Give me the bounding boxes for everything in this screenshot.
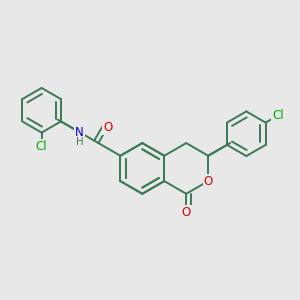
Text: O: O (182, 206, 191, 218)
Text: O: O (103, 121, 112, 134)
Text: O: O (204, 175, 213, 188)
Text: N: N (75, 126, 84, 139)
Text: Cl: Cl (272, 109, 284, 122)
Text: Cl: Cl (36, 140, 47, 153)
Text: H: H (76, 137, 83, 147)
